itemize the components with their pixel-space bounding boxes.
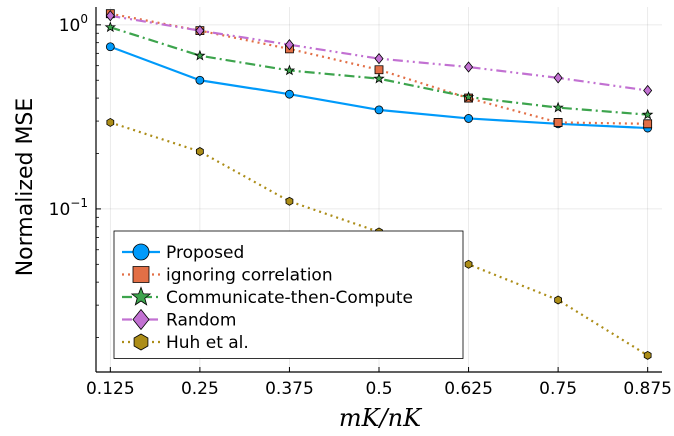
data-point: [374, 105, 384, 115]
legend-label: Communicate-then-Compute: [166, 288, 413, 308]
data-point: [194, 49, 206, 61]
data-point: [283, 64, 296, 76]
data-point: [285, 89, 294, 99]
legend-marker: [132, 308, 150, 331]
x-tick-label: 0.625: [444, 379, 493, 399]
data-point: [553, 118, 563, 127]
data-point: [464, 114, 473, 123]
legend-marker: [130, 286, 152, 306]
data-point: [105, 10, 115, 22]
x-tick-label: 0.25: [181, 379, 219, 399]
data-point: [464, 259, 473, 269]
x-tick-label: 0.75: [539, 379, 577, 399]
legend-box: [113, 230, 464, 359]
legend-label: Huh et al.: [166, 333, 249, 353]
data-point: [195, 75, 205, 85]
data-point: [285, 196, 294, 206]
legend-marker: [132, 266, 150, 283]
legend: Proposed ignoring correlationCommunicate-…: [113, 230, 464, 359]
data-point: [105, 42, 115, 52]
data-point: [195, 24, 205, 37]
x-tick-label: 0.125: [86, 379, 135, 399]
data-point: [374, 53, 384, 65]
data-point: [643, 119, 653, 129]
data-point: [106, 117, 115, 127]
data-point: [464, 61, 474, 73]
data-point: [104, 21, 116, 33]
data-point: [373, 72, 385, 84]
data-point: [374, 65, 384, 75]
data-point: [642, 108, 654, 120]
data-point: [643, 84, 653, 97]
x-tick-label: 0.875: [623, 379, 672, 399]
x-tick-label: 0.375: [265, 379, 314, 399]
data-point: [643, 350, 652, 360]
data-point: [284, 39, 294, 51]
legend-marker: [133, 333, 149, 351]
data-point: [462, 91, 475, 102]
data-point: [196, 147, 204, 156]
legend-label: ignoring correlation: [166, 266, 333, 286]
data-point: [553, 72, 563, 84]
y-axis-title: Normalized MSE: [13, 98, 38, 277]
legend-label: Random: [166, 311, 236, 331]
data-point: [554, 295, 562, 305]
x-tick-label: 0.5: [365, 379, 392, 399]
legend-label: Proposed: [166, 243, 244, 263]
data-point: [552, 101, 564, 113]
x-axis-title: mK/nK: [339, 404, 423, 432]
legend-marker: [132, 243, 150, 261]
